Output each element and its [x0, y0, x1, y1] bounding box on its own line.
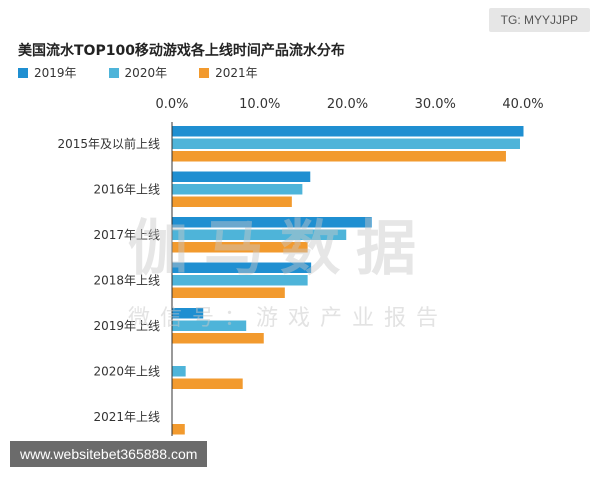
bar-2020年-2015年及以前上线	[172, 138, 520, 149]
category-label: 2019年上线	[93, 319, 160, 333]
bar-2019年-2016年上线	[172, 171, 311, 182]
bar-2019年-2019年上线	[172, 308, 204, 319]
legend-label-2020: 2020年	[124, 66, 168, 80]
x-tick-label: 10.0%	[239, 97, 280, 112]
telegram-tag: TG: MYYJJPP	[488, 8, 590, 32]
bar-2021年-2017年上线	[172, 242, 308, 253]
url-banner[interactable]: www.websitebet365888.com	[10, 441, 208, 467]
bar-2019年-2018年上线	[172, 262, 312, 273]
category-label: 2017年上线	[93, 228, 160, 242]
category-label: 2015年及以前上线	[57, 136, 160, 151]
bar-2021年-2018年上线	[172, 287, 285, 298]
bar-2020年-2016年上线	[172, 184, 303, 195]
x-tick-label: 20.0%	[327, 97, 368, 112]
legend-swatch-2021	[199, 67, 210, 78]
bar-2020年-2017年上线	[172, 229, 347, 240]
bar-2020年-2019年上线	[172, 320, 247, 331]
chart-legend: 2019年 2020年 2021年	[18, 64, 258, 81]
x-tick-label: 0.0%	[155, 97, 188, 112]
category-label: 2018年上线	[93, 274, 160, 288]
legend-swatch-2020	[108, 67, 119, 78]
bar-2020年-2018年上线	[172, 275, 308, 286]
legend-label-2019: 2019年	[34, 66, 77, 80]
bar-2021年-2019年上线	[172, 333, 264, 344]
legend-swatch-2019	[18, 67, 28, 78]
bar-2021年-2015年及以前上线	[172, 151, 506, 162]
bar-2021年-2020年上线	[172, 378, 243, 389]
legend-item-2021: 2021年	[199, 64, 258, 81]
legend-item-2019: 2019年	[18, 64, 77, 81]
category-label: 2016年上线	[93, 183, 160, 197]
bar-2019年-2017年上线	[172, 217, 372, 228]
category-label: 2021年上线	[93, 410, 160, 424]
chart-title: 美国流水TOP100移动游戏各上线时间产品流水分布	[18, 43, 345, 59]
watermark-main: 伽马数据	[128, 214, 432, 284]
legend-label-2021: 2021年	[215, 66, 258, 80]
bar-2020年-2020年上线	[172, 366, 186, 377]
bar-2021年-2016年上线	[172, 196, 292, 207]
watermark-sub: 微信号：游戏产业报告	[128, 306, 449, 331]
legend-item-2020: 2020年	[108, 64, 168, 81]
x-tick-label: 30.0%	[415, 97, 456, 112]
bar-2021年-2021年上线	[172, 424, 185, 435]
bar-2019年-2015年及以前上线	[172, 126, 524, 137]
category-label: 2020年上线	[93, 365, 160, 379]
x-tick-label: 40.0%	[502, 97, 543, 112]
